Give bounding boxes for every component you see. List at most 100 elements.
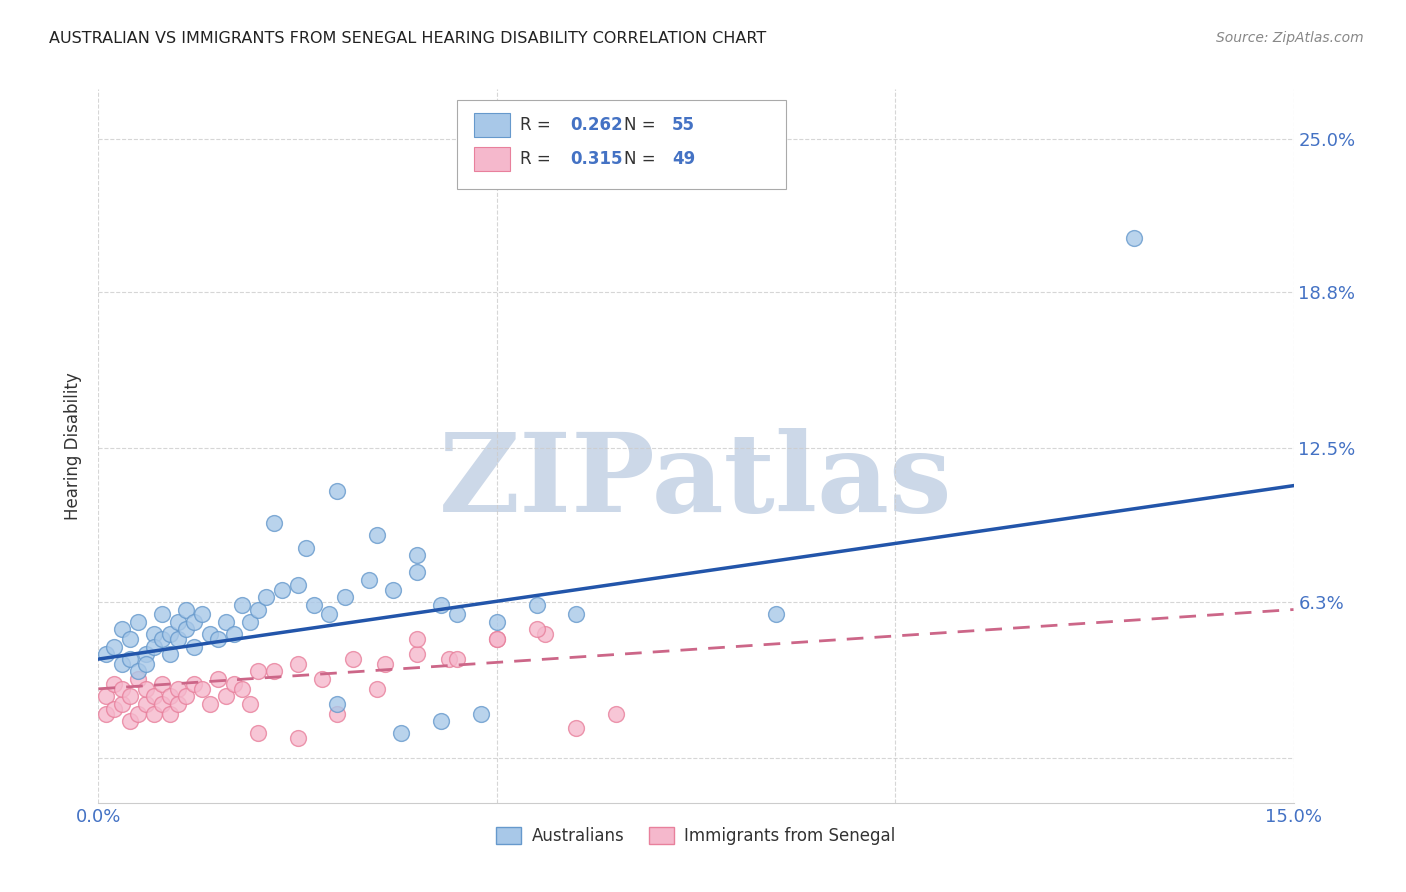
Point (96, 706, 118, 721)
Point (135, 657, 157, 671)
Point (127, 672, 149, 686)
Point (311, 672, 333, 686)
Point (143, 690, 166, 704)
Text: R =: R = (520, 150, 557, 168)
Point (96, 647, 118, 661)
Point (485, 632, 508, 647)
Point (302, 598, 325, 612)
Point (437, 652, 460, 666)
Point (143, 627, 166, 641)
Point (326, 697, 349, 711)
Point (167, 632, 190, 647)
Point (382, 582, 405, 597)
Point (246, 602, 269, 616)
Point (254, 590, 277, 604)
Point (207, 632, 229, 647)
Point (150, 607, 173, 622)
Point (246, 665, 269, 679)
Text: Source: ZipAtlas.com: Source: ZipAtlas.com (1216, 31, 1364, 45)
Text: ZIPatlas: ZIPatlas (439, 428, 953, 535)
Text: 0.262: 0.262 (571, 116, 623, 134)
Point (135, 681, 157, 696)
Point (191, 607, 214, 622)
Point (120, 690, 142, 704)
Point (526, 598, 548, 612)
Point (120, 632, 142, 647)
Legend: Australians, Immigrants from Senegal: Australians, Immigrants from Senegal (489, 820, 903, 852)
Point (231, 681, 253, 696)
Y-axis label: Hearing Disability: Hearing Disability (65, 372, 83, 520)
Point (366, 528, 388, 542)
Point (120, 714, 142, 728)
Point (111, 697, 134, 711)
Point (765, 607, 787, 622)
Point (127, 665, 149, 679)
Point (150, 697, 173, 711)
Point (120, 652, 142, 666)
Point (159, 647, 181, 661)
FancyBboxPatch shape (474, 112, 509, 137)
Point (183, 615, 205, 629)
Point (127, 615, 149, 629)
Point (215, 615, 238, 629)
Point (150, 632, 173, 647)
FancyBboxPatch shape (474, 147, 509, 171)
Point (565, 607, 588, 622)
Point (485, 615, 508, 629)
Point (135, 647, 157, 661)
Point (222, 677, 245, 691)
Point (135, 697, 157, 711)
Point (191, 681, 214, 696)
Text: N =: N = (624, 150, 661, 168)
Point (406, 548, 429, 562)
Point (533, 627, 555, 641)
Point (183, 640, 205, 654)
Point (103, 640, 125, 654)
Point (389, 726, 412, 740)
Point (342, 652, 364, 666)
Point (215, 690, 238, 704)
Point (326, 483, 349, 498)
Point (239, 615, 262, 629)
Point (270, 582, 292, 597)
Point (366, 681, 388, 696)
Point (406, 632, 429, 647)
Text: R =: R = (520, 116, 557, 134)
Point (143, 706, 166, 721)
Point (174, 602, 197, 616)
Point (565, 722, 588, 736)
Point (159, 627, 181, 641)
Point (318, 607, 340, 622)
Point (159, 690, 181, 704)
Point (231, 598, 253, 612)
Point (446, 607, 468, 622)
Point (239, 697, 262, 711)
Point (167, 681, 190, 696)
Point (198, 627, 221, 641)
Point (374, 657, 396, 671)
Point (103, 701, 125, 715)
Point (111, 623, 134, 637)
Point (485, 632, 508, 647)
Point (96, 690, 118, 704)
Point (446, 652, 468, 666)
FancyBboxPatch shape (457, 100, 786, 189)
Point (198, 697, 221, 711)
Point (406, 566, 429, 580)
Point (335, 590, 357, 604)
Point (326, 706, 349, 721)
Text: 55: 55 (672, 116, 695, 134)
Point (263, 516, 285, 530)
Text: AUSTRALIAN VS IMMIGRANTS FROM SENEGAL HEARING DISABILITY CORRELATION CHART: AUSTRALIAN VS IMMIGRANTS FROM SENEGAL HE… (49, 31, 766, 46)
Point (470, 706, 492, 721)
Point (159, 706, 181, 721)
Point (359, 573, 381, 587)
Point (111, 657, 134, 671)
Point (246, 726, 269, 740)
Point (143, 640, 166, 654)
Point (1123, 231, 1146, 245)
Point (222, 627, 245, 641)
Point (287, 731, 309, 746)
Text: 0.315: 0.315 (571, 150, 623, 168)
Point (183, 677, 205, 691)
